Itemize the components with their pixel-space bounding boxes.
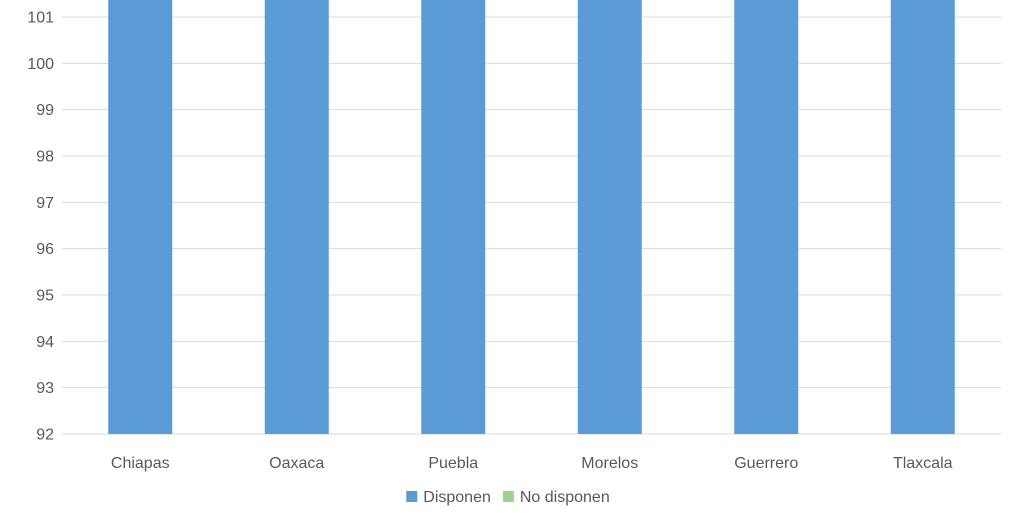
legend-label-no-disponen: No disponen bbox=[520, 489, 610, 506]
bar-disponen-guerrero bbox=[734, 0, 799, 434]
y-axis-tick-labels: 92 93 94 95 96 97 98 99 100 101 bbox=[27, 10, 54, 444]
y-tick-label-101: 101 bbox=[27, 10, 54, 27]
grid-lines bbox=[62, 16, 1001, 435]
x-tick-label-morelos: Morelos bbox=[581, 455, 638, 472]
y-tick-label-98: 98 bbox=[36, 149, 54, 166]
bar-disponen-puebla bbox=[421, 0, 486, 434]
x-tick-label-tlaxcala: Tlaxcala bbox=[893, 455, 953, 472]
x-tick-label-oaxaca: Oaxaca bbox=[269, 455, 324, 472]
x-tick-label-puebla: Puebla bbox=[428, 455, 478, 472]
x-tick-label-chiapas: Chiapas bbox=[111, 455, 170, 472]
y-tick-label-96: 96 bbox=[36, 241, 54, 258]
y-tick-label-100: 100 bbox=[27, 56, 54, 73]
bar-disponen-morelos bbox=[577, 0, 642, 434]
legend-label-disponen: Disponen bbox=[423, 489, 491, 506]
y-tick-label-94: 94 bbox=[36, 334, 54, 351]
y-tick-label-93: 93 bbox=[36, 380, 54, 397]
bars bbox=[108, 0, 955, 435]
bar-disponen-chiapas bbox=[108, 0, 173, 435]
legend-swatch-no-disponen bbox=[502, 491, 514, 502]
y-tick-label-92: 92 bbox=[36, 427, 54, 444]
x-axis-tick-labels: Chiapas Oaxaca Puebla Morelos Guerrero Tlaxca… bbox=[111, 455, 953, 472]
bar-disponen-tlaxcala bbox=[890, 0, 955, 434]
x-tick-label-guerrero: Guerrero bbox=[734, 455, 798, 472]
legend: Disponen No disponen bbox=[406, 489, 610, 506]
legend-swatch-disponen bbox=[406, 491, 418, 502]
y-tick-label-99: 99 bbox=[36, 102, 54, 119]
bar-disponen-oaxaca bbox=[264, 0, 329, 434]
y-tick-label-95: 95 bbox=[36, 288, 54, 305]
y-tick-label-97: 97 bbox=[36, 195, 54, 212]
